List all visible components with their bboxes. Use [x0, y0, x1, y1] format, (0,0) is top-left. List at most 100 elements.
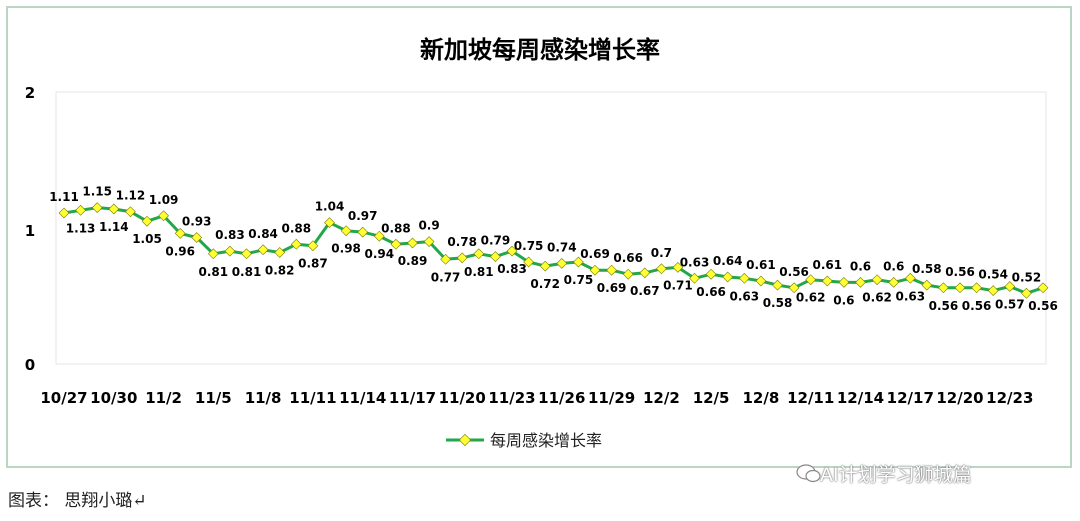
data-label-group: 1.11 1.13 1.15 1.14 1.12 1.05 1.09 0.96 0.93 0.81…	[49, 185, 1058, 313]
data-point	[75, 204, 86, 216]
x-tick-label: 11/8	[245, 389, 282, 407]
data-point	[838, 277, 850, 288]
x-tick-label: 11/17	[389, 389, 436, 407]
y-tick-label: 2	[25, 84, 35, 102]
data-label: 0.61	[746, 258, 776, 272]
data-label: 0.58	[912, 262, 942, 276]
data-point	[523, 256, 534, 268]
data-label: 0.74	[547, 240, 577, 254]
data-point	[606, 264, 617, 276]
y-tick-label: 1	[25, 222, 35, 240]
data-label: 1.13	[66, 221, 96, 235]
data-label: 0.56	[929, 299, 959, 313]
data-point	[656, 263, 667, 275]
data-point	[274, 247, 286, 258]
x-tick-label: 11/20	[439, 389, 486, 407]
data-label: 0.75	[514, 239, 544, 253]
data-label: 0.61	[812, 258, 842, 272]
data-point	[174, 228, 186, 239]
chart-title: 新加坡每周感染增长率	[420, 36, 660, 64]
legend-label: 每周感染增长率	[490, 431, 602, 450]
data-label: 0.9	[418, 219, 439, 233]
data-point	[307, 240, 319, 252]
data-label: 0.69	[580, 247, 610, 261]
data-point	[888, 277, 900, 288]
data-label: 0.62	[796, 291, 826, 305]
data-point	[357, 226, 369, 238]
data-point	[855, 277, 866, 288]
x-tick-label: 12/11	[787, 389, 834, 407]
data-label: 0.57	[995, 298, 1025, 312]
watermark-text: AI计划学习狮城篇	[820, 464, 972, 486]
data-label: 0.56	[1028, 299, 1058, 313]
data-point	[921, 279, 933, 291]
data-point	[689, 272, 700, 284]
data-point	[125, 206, 136, 218]
y-tick-label: 0	[25, 356, 35, 374]
x-tick-label: 12/20	[936, 389, 983, 407]
data-label: 0.87	[298, 257, 328, 271]
data-point	[539, 260, 551, 272]
data-label: 0.56	[779, 265, 809, 279]
data-point	[622, 268, 634, 280]
wechat-icon	[796, 464, 821, 483]
x-tick-label: 12/14	[837, 389, 884, 407]
data-point	[722, 271, 734, 283]
data-point	[871, 274, 883, 286]
data-label: 0.71	[663, 278, 693, 292]
data-point	[639, 267, 651, 279]
data-point	[821, 275, 833, 287]
data-point	[755, 275, 767, 287]
data-point	[556, 258, 568, 269]
data-point	[257, 244, 269, 256]
data-label: 0.96	[165, 244, 195, 258]
data-point	[705, 268, 717, 280]
x-tick-label: 11/11	[289, 389, 336, 407]
data-point	[58, 207, 70, 219]
data-label: 0.66	[696, 285, 726, 299]
data-label: 0.6	[883, 259, 904, 273]
data-point	[191, 232, 203, 243]
data-label: 0.54	[978, 268, 1008, 282]
data-point	[390, 238, 402, 250]
data-point	[772, 279, 783, 291]
data-label: 0.81	[198, 265, 228, 279]
data-point	[340, 225, 352, 237]
data-point	[158, 210, 169, 222]
data-label: 0.82	[265, 264, 295, 278]
data-label: 0.64	[713, 254, 743, 268]
data-label: 0.83	[497, 262, 527, 276]
data-label: 0.52	[1012, 270, 1042, 284]
data-label: 0.56	[962, 299, 992, 313]
data-point	[1004, 281, 1016, 292]
plot-area	[55, 91, 1047, 365]
x-tick-label: 12/23	[986, 389, 1033, 407]
data-label: 0.94	[364, 247, 394, 261]
data-point	[440, 253, 451, 265]
x-tick-label: 11/14	[339, 389, 386, 407]
data-point	[1037, 282, 1049, 294]
data-label: 0.83	[215, 228, 245, 242]
legend: 每周感染增长率	[446, 431, 602, 450]
data-label: 0.7	[651, 246, 672, 260]
x-tick-group: 10/27 10/30 11/2 11/5 11/8 11/11 11/14 11/17 11/…	[40, 389, 1033, 407]
data-point	[938, 282, 949, 294]
data-point	[141, 215, 153, 227]
data-point	[324, 217, 335, 228]
data-label: 0.98	[331, 242, 361, 256]
chart-frame	[6, 6, 1072, 468]
data-point	[738, 272, 750, 284]
data-label: 0.77	[431, 270, 461, 284]
data-label: 0.88	[381, 221, 411, 235]
data-point	[224, 245, 236, 257]
data-label: 0.63	[895, 289, 925, 303]
data-point	[207, 248, 219, 260]
data-label: 0.62	[862, 291, 892, 305]
data-label: 0.66	[613, 251, 643, 265]
data-label: 1.15	[82, 185, 112, 199]
x-tick-label: 12/2	[643, 389, 680, 407]
data-point	[904, 272, 916, 284]
line-chart: 新加坡每周感染增长率 0 1 2 1.111.131.151.141.121.0…	[25, 36, 1058, 450]
data-label: 0.67	[630, 284, 660, 298]
x-tick-label: 11/23	[488, 389, 535, 407]
